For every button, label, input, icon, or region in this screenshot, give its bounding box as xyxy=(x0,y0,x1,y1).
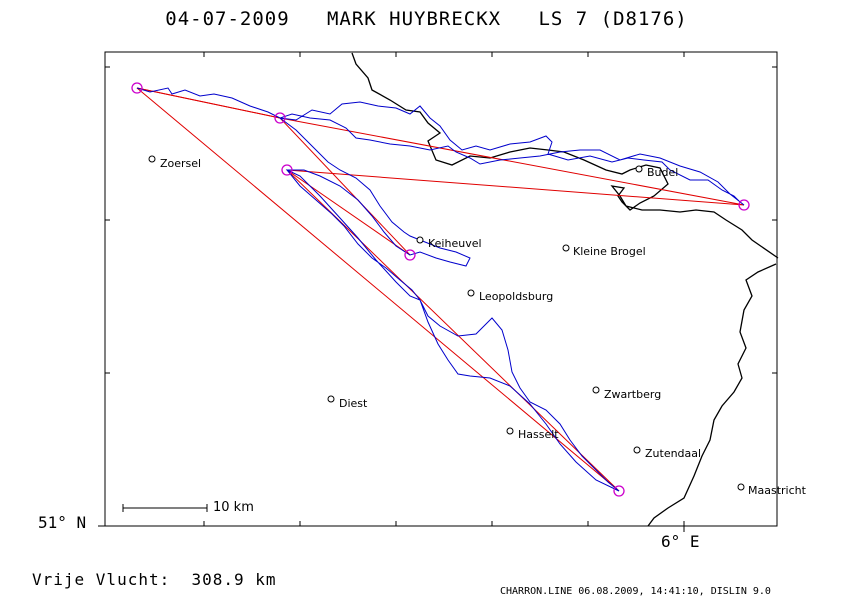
country-border xyxy=(351,52,779,259)
map-title: 04-07-2009 MARK HUYBRECKX LS 7 (D8176) xyxy=(0,8,853,30)
city-label-zwartberg: Zwartberg xyxy=(604,388,662,401)
city-label-keiheuvel: Keiheuvel xyxy=(428,237,482,250)
city-marker xyxy=(327,395,335,403)
task-leg xyxy=(279,117,411,256)
city-marker xyxy=(633,446,641,454)
turnpoint xyxy=(131,82,143,94)
turnpoint xyxy=(281,164,293,176)
turnpoints xyxy=(131,82,750,497)
glider-name: LS 7 (D8176) xyxy=(538,8,688,30)
city-marker xyxy=(148,155,156,163)
distance-summary: Vrije Vlucht: 308.9 km xyxy=(32,570,277,589)
city-label-zutendaal: Zutendaal xyxy=(645,447,702,460)
map-ticks xyxy=(98,52,777,532)
turnpoint xyxy=(404,249,416,261)
turnpoint xyxy=(738,199,750,211)
latitude-label: 51° N xyxy=(38,513,87,532)
city-label-zoersel: Zoersel xyxy=(160,157,202,170)
country-border-south xyxy=(647,263,777,527)
city-marker xyxy=(467,289,475,297)
scale-bar xyxy=(122,504,208,512)
task-leg xyxy=(286,169,411,256)
city-label-leopoldsburg: Leopoldsburg xyxy=(479,290,554,303)
task-leg xyxy=(136,87,281,119)
map-frame xyxy=(104,51,778,527)
city-label-diest: Diest xyxy=(339,397,368,410)
distance-value: 308.9 km xyxy=(191,570,277,589)
city-label-kleine-brogel: Kleine Brogel xyxy=(573,245,646,258)
city-marker xyxy=(506,427,514,435)
city-marker xyxy=(592,386,600,394)
longitude-label: 6° E xyxy=(661,532,700,551)
city-label-hasselt: Hasselt xyxy=(518,428,559,441)
scale-label: 10 km xyxy=(213,500,254,515)
city-label-budel: Budel xyxy=(647,166,679,179)
city-marker xyxy=(562,244,570,252)
city-label-maastricht: Maastricht xyxy=(748,484,806,497)
turnpoint xyxy=(613,485,625,497)
turnpoint xyxy=(274,112,286,124)
distance-label: Vrije Vlucht: xyxy=(32,570,171,589)
credits: CHARRON.LINE 06.08.2009, 14:41:10, DISLI… xyxy=(500,586,771,597)
flight-date: 04-07-2009 xyxy=(165,8,290,30)
flight-track xyxy=(136,87,745,492)
task-legs xyxy=(136,87,745,492)
city-marker xyxy=(416,236,424,244)
city-marker xyxy=(737,483,745,491)
city-markers xyxy=(148,155,745,491)
city-marker xyxy=(635,165,643,173)
pilot-name: MARK HUYBRECKX xyxy=(326,8,502,30)
